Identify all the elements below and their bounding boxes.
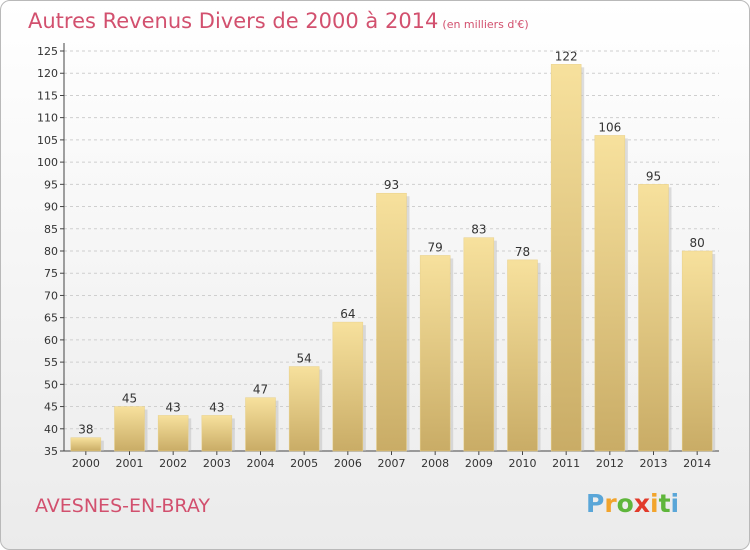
data-label-2002: 43	[166, 400, 181, 414]
y-tick-label: 85	[44, 223, 58, 236]
bar-2011	[550, 64, 582, 452]
x-tick-label-2004: 2004	[247, 457, 275, 470]
y-tick-label: 95	[44, 178, 58, 191]
bar-2010	[507, 259, 538, 452]
y-tick-label: 70	[44, 289, 58, 302]
x-tick-label-2013: 2013	[640, 457, 668, 470]
y-tick-label: 50	[44, 378, 58, 391]
data-label-2010: 78	[515, 245, 530, 259]
y-tick-label: 75	[44, 267, 58, 280]
data-label-2001: 45	[122, 392, 137, 406]
logo-letter: o	[616, 489, 634, 518]
y-tick-label: 60	[44, 334, 58, 347]
bar-2008	[419, 255, 451, 452]
axis-layer: 35 40 45 50 55 60 65 70 75 80 85 90 95 100 105 110 115 12…	[37, 43, 719, 470]
logo-letter: x	[633, 489, 650, 518]
bar-2000	[70, 437, 102, 452]
y-tick-label: 125	[37, 45, 58, 58]
y-tick-label: 80	[44, 245, 58, 258]
bar-layer: 38 45 43 43 47 54 64 93 79 83 78 122 106 95 80	[70, 49, 716, 452]
proxiti-logo: Proxiti	[586, 489, 679, 518]
y-tick-label: 65	[44, 312, 58, 325]
title-unit: (en milliers d'€)	[442, 18, 529, 31]
x-tick-label-2003: 2003	[203, 457, 231, 470]
x-tick-label-2012: 2012	[596, 457, 624, 470]
x-tick-label-2010: 2010	[509, 457, 537, 470]
y-tick-label: 40	[44, 423, 58, 436]
place-name: AVESNES-EN-BRAY	[35, 495, 210, 517]
data-label-2011: 122	[555, 49, 578, 63]
data-label-2005: 54	[297, 352, 312, 366]
logo-letter: r	[604, 489, 617, 518]
bar-2013	[638, 184, 669, 452]
y-tick-label: 110	[37, 112, 58, 125]
y-tick-label: 105	[37, 134, 58, 147]
bar-2004	[245, 397, 276, 452]
x-tick-label-2009: 2009	[465, 457, 493, 470]
data-label-2009: 83	[471, 223, 486, 237]
logo-letter: P	[586, 489, 605, 518]
logo-letter: i	[650, 489, 659, 518]
data-label-2014: 80	[690, 236, 705, 250]
data-label-2013: 95	[646, 169, 661, 183]
data-label-2006: 64	[340, 307, 355, 321]
data-label-2000: 38	[78, 423, 93, 437]
y-tick-label: 115	[37, 89, 58, 102]
x-tick-label-2005: 2005	[290, 457, 318, 470]
bar-2006	[332, 321, 364, 452]
bar-2007	[376, 192, 407, 452]
data-label-2003: 43	[209, 400, 224, 414]
title-text: Autres Revenus Divers de 2000 à 2014	[28, 9, 439, 33]
data-label-2008: 79	[428, 240, 443, 254]
bar-2009	[463, 237, 495, 452]
logo-letter: i	[670, 489, 680, 518]
x-tick-label-2002: 2002	[159, 457, 187, 470]
bar-2005	[288, 366, 320, 452]
x-tick-label-2011: 2011	[552, 457, 580, 470]
x-tick-label-2008: 2008	[421, 457, 449, 470]
bar-2001	[114, 406, 145, 452]
chart-title: Autres Revenus Divers de 2000 à 2014 (en …	[28, 9, 529, 33]
y-tick-label: 45	[44, 401, 58, 414]
x-tick-label-2007: 2007	[378, 457, 406, 470]
x-tick-label-2001: 2001	[116, 457, 144, 470]
x-tick-label-2000: 2000	[72, 457, 100, 470]
data-label-2007: 93	[384, 178, 399, 192]
bar-2002	[157, 415, 189, 452]
data-label-2012: 106	[598, 120, 621, 134]
x-tick-label-2006: 2006	[334, 457, 362, 470]
y-tick-label: 35	[44, 445, 58, 458]
y-tick-label: 120	[37, 67, 58, 80]
bar-2014	[681, 250, 713, 452]
data-label-2004: 47	[253, 383, 268, 397]
y-tick-label: 100	[37, 156, 58, 169]
y-tick-label: 90	[44, 201, 58, 214]
y-tick-label: 55	[44, 356, 58, 369]
x-tick-label-2014: 2014	[683, 457, 711, 470]
bar-2012	[594, 135, 626, 452]
logo-letter: t	[658, 489, 671, 518]
bar-2003	[201, 415, 233, 452]
